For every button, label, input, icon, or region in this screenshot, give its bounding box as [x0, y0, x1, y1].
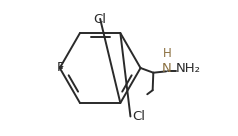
- Text: Cl: Cl: [132, 109, 145, 123]
- Text: NH₂: NH₂: [176, 62, 201, 75]
- Text: N: N: [162, 62, 172, 75]
- Text: H: H: [162, 47, 171, 60]
- Text: F: F: [56, 61, 64, 75]
- Text: Cl: Cl: [94, 13, 107, 27]
